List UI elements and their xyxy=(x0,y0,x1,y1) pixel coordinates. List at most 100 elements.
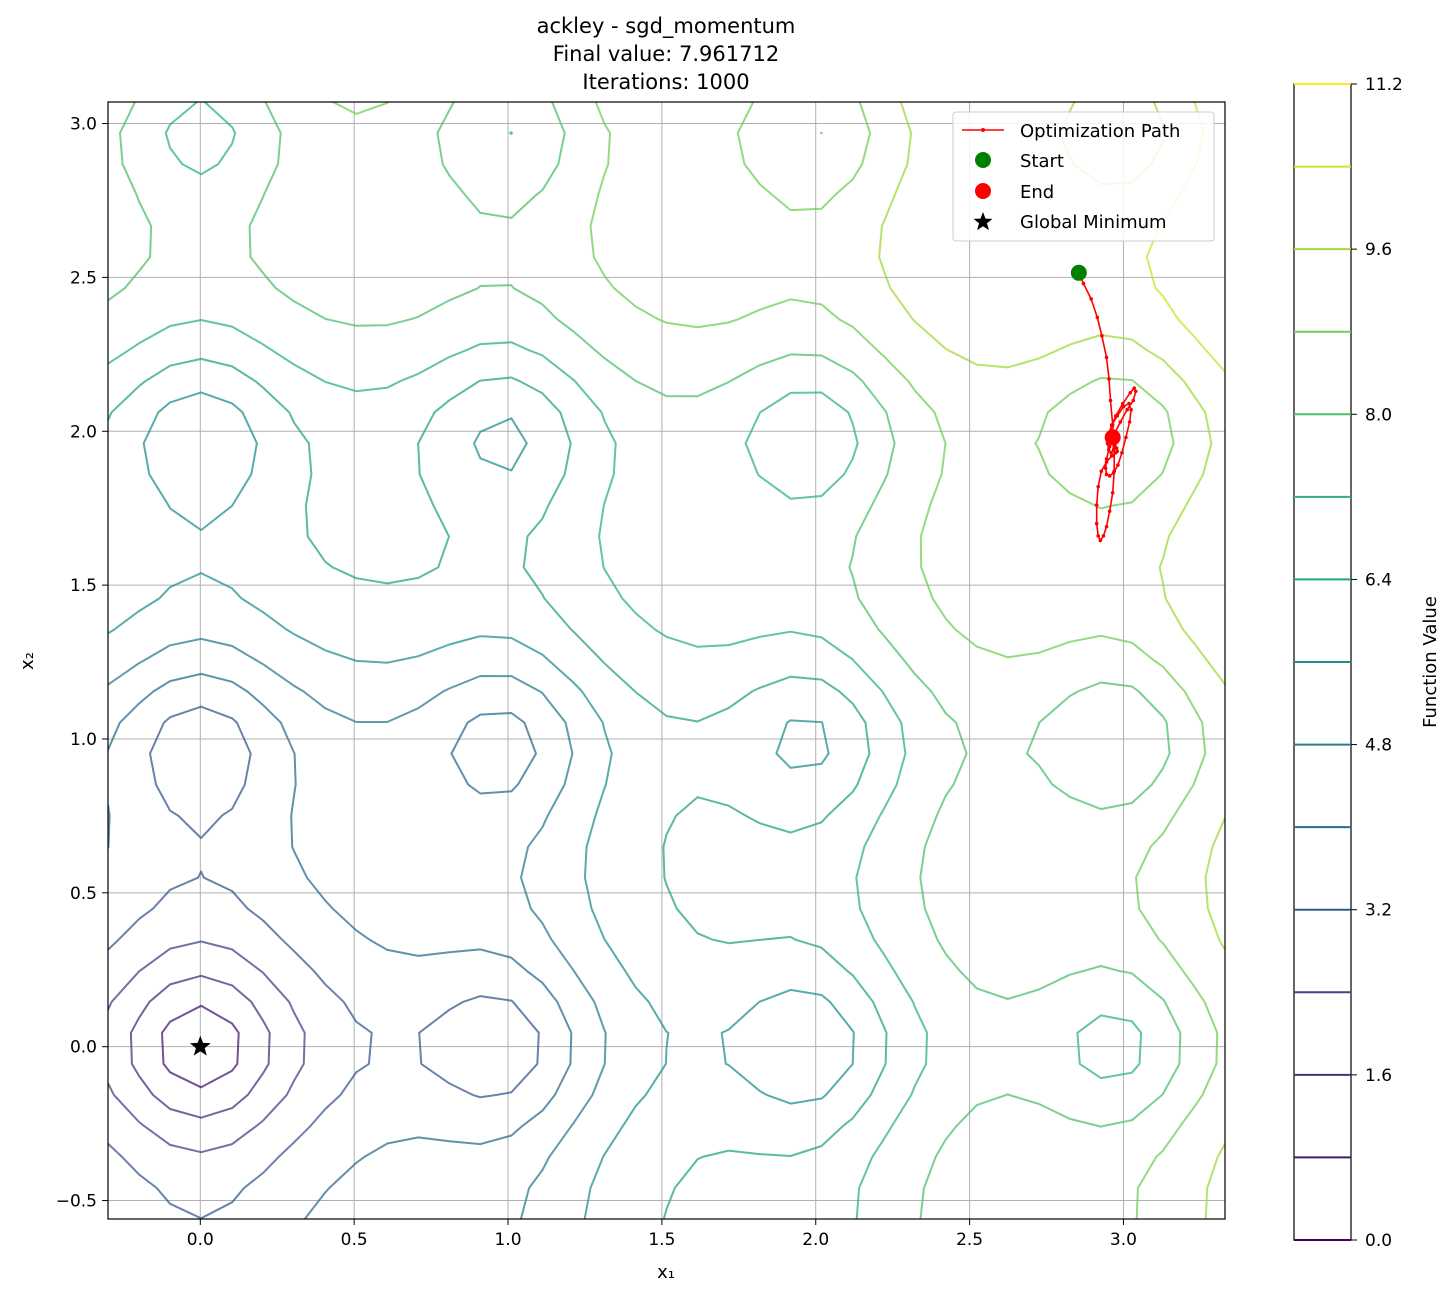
x-tick-label: 1.0 xyxy=(495,1230,522,1250)
contour-line xyxy=(161,1004,240,1089)
optimization-path-line xyxy=(1078,272,1137,542)
path-point xyxy=(1115,449,1120,454)
title-line-1: ackley - sgd_momentum xyxy=(537,14,796,39)
markers xyxy=(189,264,1121,1056)
path-point xyxy=(1131,398,1136,403)
colorbar-tick-label: 8.0 xyxy=(1365,405,1392,425)
path-point xyxy=(1127,420,1132,424)
path-point xyxy=(1115,414,1120,418)
colorbar-label: Function Value xyxy=(1420,596,1441,728)
y-tick-label: −0.5 xyxy=(56,1192,97,1212)
path-point xyxy=(1103,466,1108,470)
path-point xyxy=(1094,503,1099,507)
path-point xyxy=(1120,450,1124,455)
chart-title: ackley - sgd_momentum Final value: 7.961… xyxy=(537,14,796,94)
x-tick-label: 1.5 xyxy=(648,1230,675,1250)
contour-lines xyxy=(108,102,1225,1219)
contour-line xyxy=(108,672,573,1219)
y-tick-label: 3.0 xyxy=(70,115,97,135)
path-point xyxy=(1109,454,1114,458)
x-tick-label: 2.0 xyxy=(802,1230,829,1250)
title-line-3: Iterations: 1000 xyxy=(582,70,749,94)
contour-line xyxy=(108,391,855,1219)
contour-line xyxy=(129,974,271,1119)
colorbar-tick-label: 0.0 xyxy=(1365,1231,1392,1251)
path-point xyxy=(1109,450,1113,455)
path-point xyxy=(1110,490,1115,495)
start-marker xyxy=(1070,264,1087,281)
colorbar-tick-label: 3.2 xyxy=(1365,901,1392,921)
legend-global-min-label: Global Minimum xyxy=(1020,212,1167,233)
x-tick-label: 0.5 xyxy=(341,1230,368,1250)
path-point xyxy=(1106,447,1111,452)
path-point xyxy=(1121,404,1126,409)
y-axis-ticks: −0.5 0.0 0.5 1.0 1.5 2.0 2.5 3.0 xyxy=(56,115,108,1212)
legend-start-swatch xyxy=(975,152,991,168)
path-point xyxy=(1104,355,1109,360)
y-tick-label: 2.0 xyxy=(70,422,97,442)
legend-box xyxy=(952,111,1215,242)
path-point xyxy=(1114,446,1119,450)
colorbar: 0.0 1.6 3.2 4.8 6.4 8.0 9.6 11.2 Function Value xyxy=(1293,75,1441,1251)
global-minimum-marker xyxy=(189,1035,211,1056)
path-point xyxy=(1104,460,1109,464)
y-tick-label: 0.0 xyxy=(70,1038,97,1058)
contour-line xyxy=(108,940,306,1154)
contour-line xyxy=(108,637,607,1219)
path-point xyxy=(1108,398,1113,403)
contour-line xyxy=(878,102,1225,1219)
legend-end-label: End xyxy=(1020,182,1054,203)
y-tick-label: 2.5 xyxy=(70,268,97,288)
path-point xyxy=(1089,297,1093,301)
path-point xyxy=(1098,538,1103,543)
colorbar-tick-label: 1.6 xyxy=(1365,1066,1392,1086)
path-point xyxy=(1099,469,1104,474)
path-point xyxy=(1104,457,1109,461)
path-point xyxy=(1125,407,1129,412)
x-axis-label: x₁ xyxy=(657,1262,675,1283)
path-point xyxy=(1109,423,1114,427)
path-point xyxy=(1096,484,1101,489)
path-point xyxy=(1101,534,1106,538)
contour-line xyxy=(331,102,1219,1219)
x-axis-ticks: 0.0 0.5 1.0 1.5 2.0 2.5 3.0 xyxy=(187,1219,1137,1250)
x-tick-label: 3.0 xyxy=(1110,1230,1137,1250)
path-point xyxy=(1111,470,1116,475)
path-point xyxy=(1095,315,1100,320)
path-point xyxy=(1118,420,1123,424)
path-point xyxy=(1104,524,1109,529)
contour-line xyxy=(108,705,540,1219)
title-line-2: Final value: 7.961712 xyxy=(553,42,779,66)
path-point xyxy=(1121,401,1125,406)
legend-path-swatch-dot xyxy=(981,128,985,132)
contour-line xyxy=(108,357,888,1219)
legend: Optimization Path Start End Global Minim… xyxy=(952,111,1215,242)
path-point xyxy=(1100,334,1104,338)
grid xyxy=(108,102,1225,1219)
y-tick-label: 1.5 xyxy=(70,576,97,596)
path-point xyxy=(1116,463,1120,467)
path-point xyxy=(1107,377,1111,381)
colorbar-tick-label: 4.8 xyxy=(1365,736,1392,756)
path-point xyxy=(1104,472,1109,477)
path-point xyxy=(1132,386,1137,390)
path-point xyxy=(1094,521,1099,526)
legend-star-swatch xyxy=(973,212,993,231)
contour-line xyxy=(108,102,1143,1219)
path-point xyxy=(1128,390,1133,395)
path-point xyxy=(1107,444,1112,449)
path-point xyxy=(1081,281,1086,286)
colorbar-level-lines xyxy=(1294,83,1351,1241)
legend-start-label: Start xyxy=(1020,151,1064,172)
y-tick-label: 1.0 xyxy=(70,730,97,750)
x-tick-label: 0.0 xyxy=(187,1230,214,1250)
end-marker xyxy=(1104,429,1121,446)
colorbar-tick-label: 11.2 xyxy=(1365,75,1403,95)
path-point xyxy=(1124,435,1128,440)
x-tick-label: 2.5 xyxy=(956,1230,983,1250)
legend-end-swatch xyxy=(975,183,991,199)
path-point xyxy=(1107,474,1112,478)
path-point xyxy=(1129,407,1133,412)
colorbar-tick-label: 9.6 xyxy=(1365,240,1392,260)
